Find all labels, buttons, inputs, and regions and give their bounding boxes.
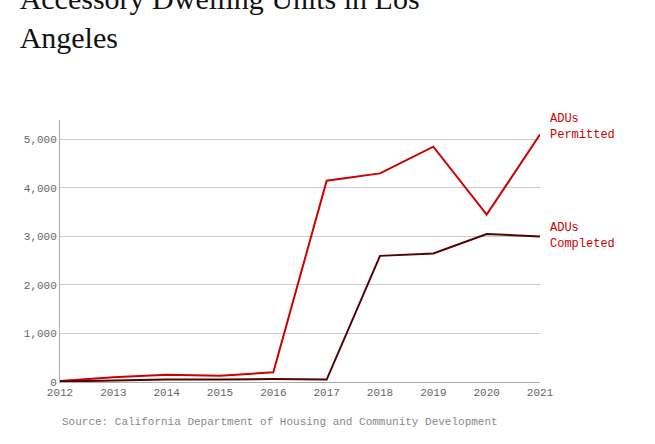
- svg-text:2016: 2016: [260, 387, 286, 399]
- svg-text:2012: 2012: [47, 387, 73, 399]
- svg-text:2013: 2013: [100, 387, 126, 399]
- svg-text:2021: 2021: [527, 387, 554, 399]
- svg-text:3,000: 3,000: [24, 231, 57, 243]
- svg-text:1,000: 1,000: [24, 328, 57, 340]
- svg-text:4,000: 4,000: [24, 183, 57, 195]
- svg-text:2015: 2015: [207, 387, 233, 399]
- svg-text:ADUsPermitted: ADUsPermitted: [550, 112, 615, 142]
- svg-text:2017: 2017: [313, 387, 339, 399]
- svg-text:2020: 2020: [473, 387, 499, 399]
- svg-text:2018: 2018: [367, 387, 393, 399]
- svg-text:2014: 2014: [153, 387, 180, 399]
- svg-text:Accessory Dwelling Units in Lo: Accessory Dwelling Units in LosAngeles: [20, 0, 420, 54]
- svg-text:2,000: 2,000: [24, 280, 57, 292]
- svg-text:0: 0: [50, 377, 57, 389]
- svg-text:ADUsCompleted: ADUsCompleted: [550, 221, 615, 251]
- svg-text:2019: 2019: [420, 387, 446, 399]
- svg-text:5,000: 5,000: [24, 134, 57, 146]
- svg-text:Source: California Department: Source: California Department of Housing…: [62, 416, 498, 428]
